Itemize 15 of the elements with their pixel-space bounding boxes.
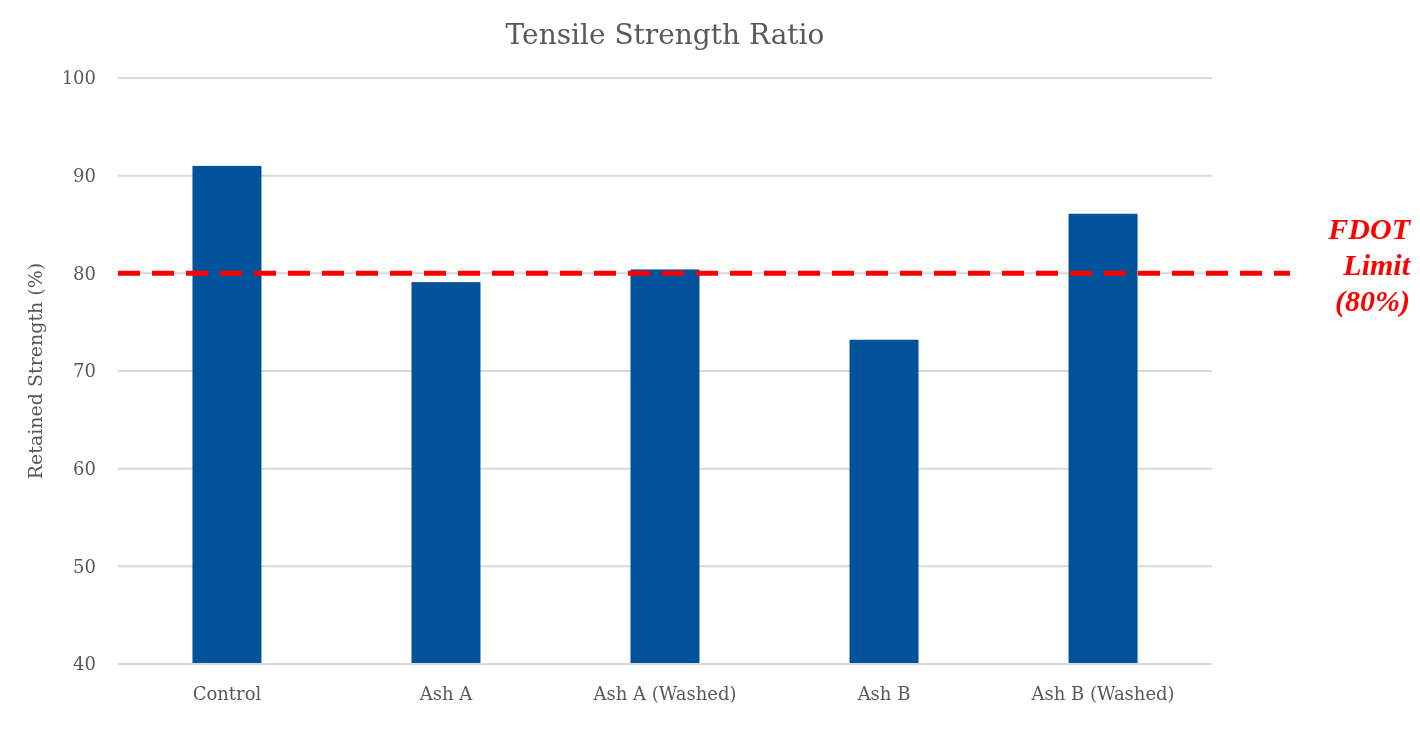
x-tick-label: Control <box>192 683 262 704</box>
x-tick-label: Ash B (Washed) <box>1030 683 1175 704</box>
y-tick-label: 80 <box>73 262 96 284</box>
y-tick-label: 100 <box>61 67 96 89</box>
x-tick-label: Ash B <box>856 683 911 704</box>
y-tick-label: 40 <box>73 653 96 675</box>
y-tick-label: 50 <box>73 555 96 577</box>
ref-line-label: FDOT Limit (80%) <box>1327 212 1412 319</box>
x-tick-label: Ash A (Washed) <box>592 683 737 704</box>
y-tick-label: 70 <box>73 360 96 382</box>
y-tick-label: 60 <box>73 457 96 479</box>
chart-title: Tensile Strength Ratio <box>505 18 825 51</box>
y-axis-title: Retained Strength (%) <box>24 262 46 480</box>
x-tick-label: Ash A <box>418 683 474 704</box>
y-tick-label: 90 <box>73 164 96 186</box>
